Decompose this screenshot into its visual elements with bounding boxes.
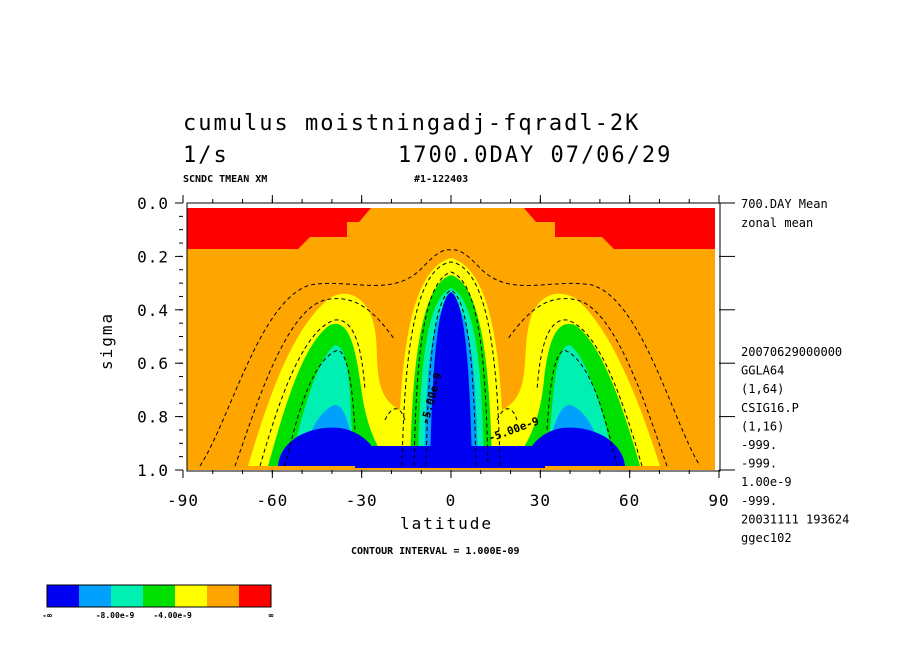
colorbar-swatch [47, 585, 79, 607]
side-info-top: 700.DAY Mean zonal mean [741, 197, 828, 230]
colorbar-swatch [239, 585, 271, 607]
x-tick-label: -60 [256, 491, 288, 510]
colorbar-swatch [111, 585, 143, 607]
left-lobe-blue [278, 427, 380, 466]
side-top-line: zonal mean [741, 216, 813, 230]
contour-left-2 [259, 319, 366, 467]
side-top-line: 700.DAY Mean [741, 197, 828, 211]
contour-outer [199, 249, 701, 467]
subtitle-left: SCNDC TMEAN XM [183, 174, 267, 185]
y-axis-label: sigma [97, 312, 116, 370]
side-meta-line: 20070629000000 [741, 345, 842, 359]
colorbar-label: -4.00e-9 [153, 611, 192, 620]
axis-ticks [175, 195, 735, 478]
y-tick-label: 1.0 [137, 461, 169, 480]
contour-right-inner [496, 408, 518, 421]
right-lobe-blue [524, 427, 625, 466]
side-meta-line: 20031111 193624 [741, 512, 849, 526]
colorbar-label: -8.00e-9 [96, 611, 135, 620]
units-label: 1/s [183, 143, 229, 168]
side-meta-line: -999. [741, 457, 777, 471]
contour-right-2 [536, 319, 643, 467]
contour-center-1 [401, 261, 501, 467]
x-tick-label: 0 [446, 491, 457, 510]
side-meta-line: (1,64) [741, 382, 784, 396]
colorbar [46, 584, 272, 608]
center-blue [430, 292, 472, 466]
contour-right-1 [506, 298, 668, 467]
x-tick-label: 60 [619, 491, 640, 510]
side-meta-line: ggec102 [741, 531, 792, 545]
x-tick-label: -30 [346, 491, 378, 510]
time-label: 1700.0DAY 07/06/29 [398, 143, 672, 168]
side-meta-line: -999. [741, 494, 777, 508]
x-tick-label: 90 [708, 491, 729, 510]
colorbar-swatch [175, 585, 207, 607]
x-tick-label: 30 [530, 491, 551, 510]
colorbar-swatch [207, 585, 239, 607]
bottom-blue-band [355, 446, 545, 468]
colorbar-swatch [79, 585, 111, 607]
side-meta-line: 1.00e-9 [741, 475, 792, 489]
side-meta-line: -999. [741, 438, 777, 452]
plot-title: cumulus moistningadj-fqradl-2K [183, 111, 640, 136]
y-tick-label: 0.6 [137, 354, 169, 373]
plot-area: -5.00e-9 -5.00e-9 [187, 208, 715, 470]
red-region-right [524, 208, 715, 249]
colorbar-swatch [143, 585, 175, 607]
y-tick-label: 0.8 [137, 408, 169, 427]
side-meta-line: GGLA64 [741, 364, 784, 378]
colorbar-frame [46, 584, 272, 608]
axis-tick-labels: -90 -60 -30 0 30 60 90 0.0 0.2 0.4 0.6 0.8 1.0 [137, 194, 729, 510]
red-region-left [187, 208, 371, 249]
contour-lines [199, 249, 701, 467]
colorbar-label: -∞ [42, 611, 52, 620]
side-info-meta: 20070629000000 GGLA64 (1,64) CSIG16.P (1,16)… [741, 345, 849, 545]
contour-left-inner [384, 408, 406, 421]
contour-center-2 [413, 271, 489, 467]
plot-frame [186, 202, 721, 472]
contour-interval: CONTOUR INTERVAL = 1.000E-09 [351, 546, 520, 557]
side-meta-line: (1,16) [741, 419, 784, 433]
colorbar-label: ∞ [269, 611, 274, 620]
side-meta-line: CSIG16.P [741, 401, 799, 415]
y-tick-label: 0.4 [137, 301, 169, 320]
subtitle-right: #1-122403 [414, 174, 468, 185]
colorbar-labels: -∞ -8.00e-9 -4.00e-9 ∞ [42, 611, 273, 620]
x-tick-label: -90 [167, 491, 199, 510]
y-tick-label: 0.2 [137, 247, 169, 266]
x-axis-label: latitude [400, 514, 493, 533]
contour-left-1 [234, 298, 396, 467]
y-tick-label: 0.0 [137, 194, 169, 213]
